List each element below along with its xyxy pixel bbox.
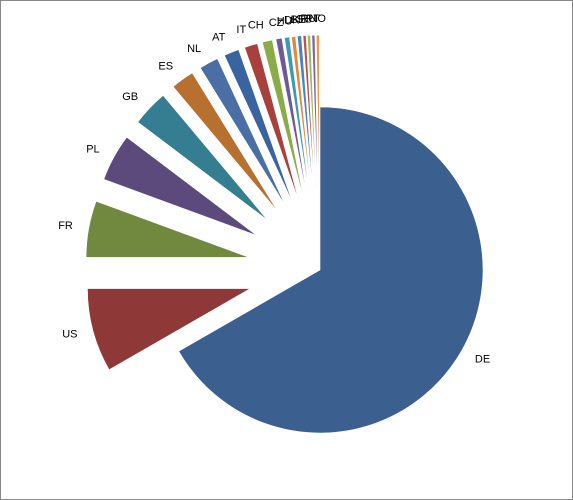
pie-slice	[311, 34, 319, 199]
slice-label: GB	[122, 91, 138, 103]
slice-label: RU	[300, 13, 316, 25]
pie-slice	[315, 34, 320, 199]
pie-slice	[137, 95, 269, 221]
slice-label: AT	[212, 31, 226, 43]
pie-slice	[302, 35, 316, 199]
pie-slice	[296, 35, 314, 199]
slice-label: US	[62, 329, 77, 341]
pie-slice	[178, 106, 484, 434]
slice-label: PL	[86, 144, 99, 156]
slice-label: SE	[296, 13, 311, 25]
pie-slice	[103, 136, 257, 236]
slice-label: DK	[284, 15, 300, 27]
pie-slice	[223, 49, 294, 204]
slice-label: ES	[158, 60, 173, 72]
pie-slice	[307, 34, 317, 199]
slice-label: PT	[306, 13, 320, 25]
pie-slice	[244, 43, 300, 202]
pie-slice	[87, 288, 252, 371]
slice-label: BE	[291, 14, 306, 26]
pie-slice	[261, 39, 305, 200]
slice-label: NL	[187, 43, 201, 55]
slice-label: CH	[248, 19, 264, 31]
slice-label: IT	[236, 24, 246, 36]
pie-slice	[199, 58, 287, 207]
slice-label: CZ	[269, 17, 284, 29]
pie-slice	[85, 200, 250, 258]
pie-slice	[172, 72, 279, 212]
pie-slice	[275, 37, 308, 200]
slice-label: HU	[277, 15, 293, 27]
slice-label: DE	[475, 354, 490, 366]
pie-slice	[291, 35, 313, 199]
slice-label: NO	[309, 13, 326, 25]
slice-label: FR	[58, 220, 73, 232]
pie-slice	[284, 36, 311, 199]
